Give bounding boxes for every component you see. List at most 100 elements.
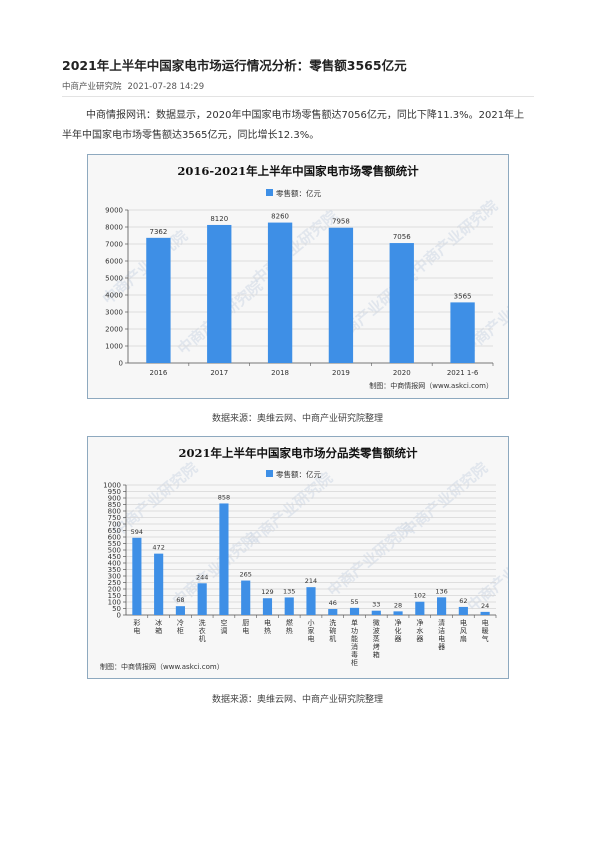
- x-tick-label: 2020: [393, 369, 411, 377]
- data-label: 7958: [332, 218, 350, 226]
- data-label: 594: [131, 528, 143, 536]
- data-label: 8260: [271, 213, 289, 221]
- bar: [328, 227, 354, 363]
- data-label: 28: [394, 601, 402, 609]
- data-label: 46: [329, 599, 337, 607]
- chart2-source-caption: 数据来源：奥维云网、中商产业研究院整理: [211, 695, 383, 705]
- x-tick-label: 净化器: [395, 618, 402, 643]
- data-label: 136: [435, 587, 447, 595]
- x-tick-label: 净水器: [416, 618, 423, 643]
- data-label: 7362: [150, 228, 168, 236]
- chart-category-retail: 中商产业研究院 中商产业研究院 中商产业研究院 中商产业研究院 中商产业研究院 中商产业研…: [87, 436, 509, 679]
- x-tick-label: 2021 1-6: [447, 369, 479, 377]
- watermark-2: 中商产业研究院: [244, 469, 336, 550]
- data-label: 265: [239, 571, 251, 579]
- bar: [480, 611, 490, 615]
- x-tick-label: 厨电: [242, 619, 249, 635]
- bar: [175, 606, 185, 615]
- x-tick-label: 2018: [271, 369, 289, 377]
- y-tick-label: 700: [108, 521, 121, 529]
- data-label: 244: [196, 573, 208, 581]
- legend-swatch: [266, 189, 273, 196]
- y-tick-label: 600: [108, 534, 121, 542]
- bar: [207, 224, 232, 363]
- chart-title: 2016-2021年上半年中国家电市场零售额统计: [177, 164, 419, 178]
- data-label: 8120: [210, 215, 228, 223]
- y-tick-label: 750: [108, 514, 121, 522]
- article-paragraph: 中商情报网讯：数据显示，2020年中国家电市场零售额达7056亿元，同比下降11…: [62, 110, 525, 141]
- y-tick-label: 500: [108, 547, 121, 555]
- x-tick-label: 燃热: [286, 618, 293, 635]
- y-tick-label: 300: [108, 573, 121, 581]
- chart-title: 2021年上半年中国家电市场分品类零售额统计: [178, 446, 418, 460]
- watermark-0: 中商产业研究院: [109, 459, 201, 540]
- bar: [328, 609, 338, 615]
- x-tick-label: 单功能消毒柜: [351, 618, 358, 667]
- x-tick-label: 冰箱: [155, 618, 162, 635]
- y-tick-label: 900: [108, 495, 121, 503]
- bar: [132, 537, 142, 615]
- article-meta: 中商产业研究院 2021-07-28 14:29: [62, 80, 204, 92]
- title-divider: [62, 96, 534, 97]
- bar: [154, 553, 164, 615]
- y-tick-label: 7000: [105, 241, 123, 249]
- data-label: 3565: [454, 292, 472, 300]
- y-tick-label: 3000: [105, 309, 123, 317]
- x-tick-label: 空调: [220, 618, 227, 635]
- watermark-4: 中商产业研究院: [409, 197, 501, 278]
- bar: [437, 597, 447, 615]
- y-tick-label: 2000: [105, 326, 123, 334]
- legend-swatch: [266, 470, 273, 477]
- data-label: 33: [372, 601, 380, 609]
- bar: [306, 587, 316, 615]
- data-label: 129: [261, 588, 273, 596]
- x-tick-label: 小家电: [308, 618, 315, 643]
- y-tick-label: 6000: [105, 258, 123, 266]
- y-tick-label: 50: [112, 605, 121, 613]
- bar: [389, 243, 414, 363]
- article-source[interactable]: 中商产业研究院: [62, 82, 122, 92]
- data-label: 62: [459, 597, 467, 605]
- data-label: 102: [414, 592, 426, 600]
- x-tick-label: 清洁电器: [438, 618, 445, 651]
- bar: [197, 583, 207, 615]
- data-label: 68: [176, 596, 184, 604]
- bar: [284, 597, 294, 615]
- bar: [415, 601, 425, 615]
- y-tick-label: 1000: [103, 482, 121, 490]
- article-date: 2021-07-28 14:29: [127, 82, 205, 92]
- y-tick-label: 100: [108, 599, 121, 607]
- chart-category-retail-svg: 中商产业研究院中商产业研究院中商产业研究院中商产业研究院中商产业研究院中商产业研…: [100, 446, 508, 671]
- data-label: 135: [283, 587, 295, 595]
- data-label: 472: [152, 544, 164, 552]
- y-tick-label: 650: [108, 527, 121, 535]
- data-label: 55: [350, 598, 358, 606]
- bar: [262, 598, 273, 615]
- y-tick-label: 250: [108, 579, 121, 587]
- x-tick-label: 冷柜: [177, 618, 184, 635]
- data-label: 858: [218, 493, 230, 501]
- x-tick-label: 电风扇: [460, 618, 467, 643]
- y-tick-label: 350: [108, 566, 121, 574]
- bar: [450, 302, 475, 363]
- y-tick-label: 1000: [105, 343, 123, 351]
- chart-annual-retail: 中商产业研究院中商产业研究院中商产业研究院中商产业研究院中商产业研究院中商产业研…: [87, 154, 509, 399]
- bar: [241, 580, 251, 615]
- x-tick-label: 电暖气: [482, 618, 489, 643]
- x-tick-label: 微波蒸烤箱: [373, 618, 380, 659]
- bar: [267, 222, 293, 363]
- x-tick-label: 2016: [150, 369, 168, 377]
- y-tick-label: 850: [108, 501, 121, 509]
- y-tick-label: 150: [108, 592, 121, 600]
- watermark-2: 中商产业研究院: [249, 207, 341, 288]
- bar: [219, 503, 229, 615]
- chart1-source-caption: 数据来源：奥维云网、中商产业研究院整理: [211, 414, 383, 424]
- y-tick-label: 400: [108, 560, 121, 568]
- y-tick-label: 200: [108, 586, 121, 594]
- chart-credit: 制图：中商情报网（www.askci.com）: [369, 381, 493, 390]
- x-tick-label: 2017: [210, 369, 228, 377]
- bar: [349, 607, 360, 615]
- bar: [371, 610, 381, 615]
- y-tick-label: 9000: [105, 207, 123, 215]
- y-tick-label: 4000: [105, 292, 123, 300]
